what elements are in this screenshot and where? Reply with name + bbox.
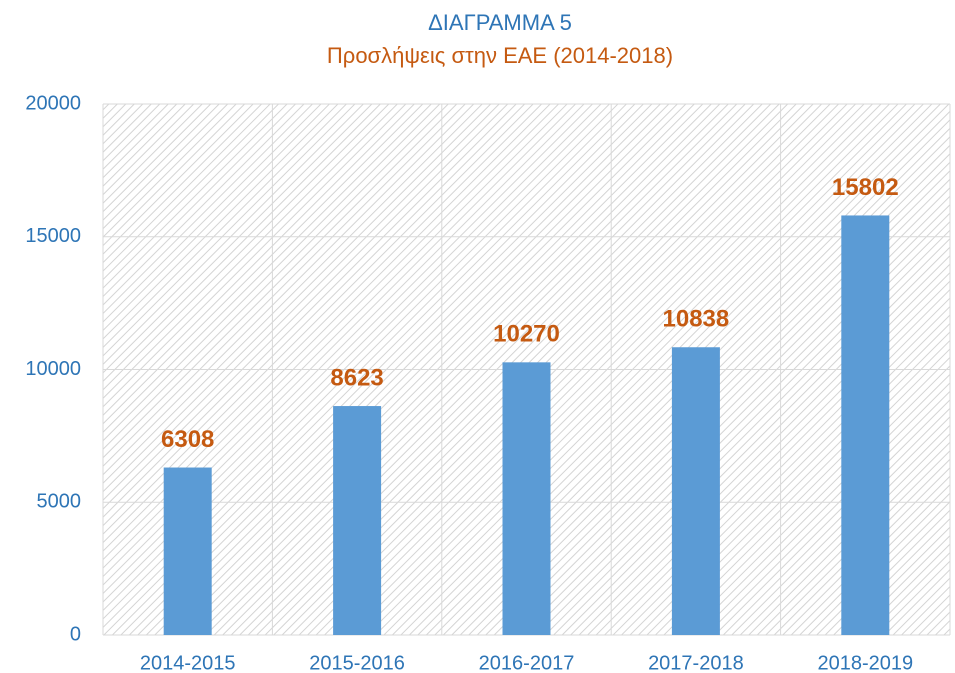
x-tick-label: 2017-2018 xyxy=(648,652,744,673)
bar xyxy=(502,362,551,635)
data-label: 15802 xyxy=(832,174,899,201)
data-label: 8623 xyxy=(330,364,383,391)
y-tick-label: 20000 xyxy=(25,92,81,114)
x-tick-label: 2015-2016 xyxy=(309,652,405,673)
x-tick-label: 2014-2015 xyxy=(140,652,236,673)
bar xyxy=(841,215,890,635)
data-label: 10270 xyxy=(493,321,560,348)
bar xyxy=(333,406,382,635)
data-label: 6308 xyxy=(161,426,214,453)
y-tick-label: 0 xyxy=(70,623,81,645)
chart-subtitle: Προσλήψεις στην ΕΑΕ (2014-2018) xyxy=(327,43,673,68)
bar xyxy=(671,347,720,635)
x-tick-label: 2016-2017 xyxy=(479,652,575,673)
x-tick-label: 2018-2019 xyxy=(817,652,913,673)
y-tick-label: 5000 xyxy=(37,491,82,513)
bar xyxy=(163,467,212,635)
y-tick-label: 10000 xyxy=(25,358,81,380)
chart-title: ΔΙΑΓΡΑΜΜΑ 5 xyxy=(428,10,572,35)
y-tick-label: 15000 xyxy=(25,225,81,247)
data-label: 10838 xyxy=(663,306,730,333)
